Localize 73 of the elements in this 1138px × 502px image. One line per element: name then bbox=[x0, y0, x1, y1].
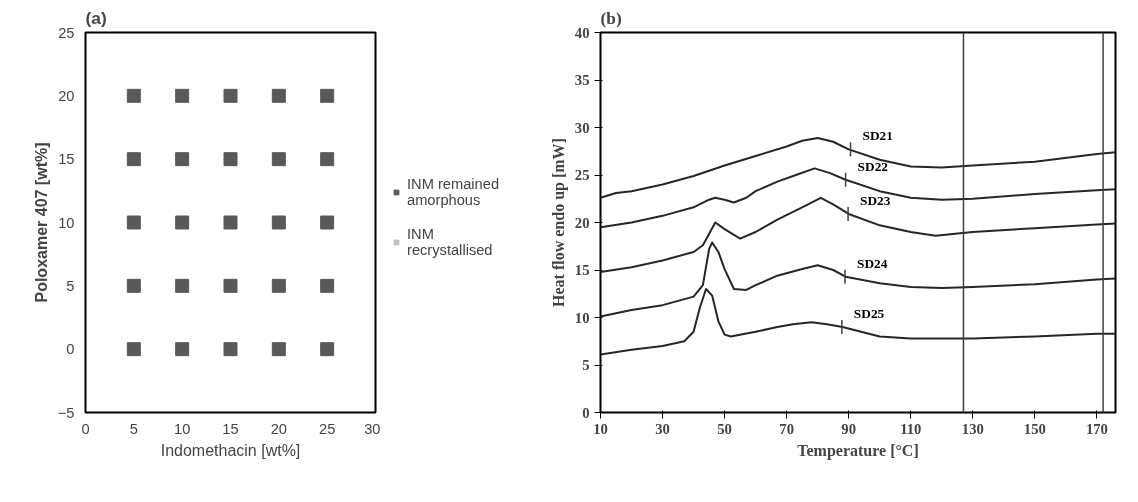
line-series bbox=[600, 196, 1116, 273]
y-tick-label: 5 bbox=[582, 357, 590, 373]
point bbox=[175, 215, 190, 230]
point bbox=[175, 152, 190, 167]
y-tick-label: 15 bbox=[574, 262, 590, 278]
legend-label: INM recrystallised bbox=[407, 225, 493, 258]
x-tick-label: 70 bbox=[779, 420, 794, 437]
x-tick-label: 110 bbox=[900, 420, 922, 437]
point bbox=[126, 342, 141, 357]
y-tick-label: 5 bbox=[66, 277, 75, 294]
point bbox=[320, 215, 335, 230]
annotation: SD23 bbox=[860, 192, 891, 208]
y-tick-label: 25 bbox=[58, 24, 75, 41]
point bbox=[126, 215, 141, 230]
point bbox=[223, 278, 238, 293]
annotation: SD25 bbox=[853, 306, 885, 321]
point bbox=[175, 88, 190, 103]
y-tick-label: 30 bbox=[574, 119, 590, 136]
y-tick-label: 10 bbox=[58, 214, 75, 231]
y-tick-label: 40 bbox=[574, 24, 590, 41]
y-tick-label: 15 bbox=[58, 151, 75, 168]
y-axis-title: Heat flow endo up [mW] bbox=[549, 138, 568, 307]
chart-title: (b) bbox=[600, 8, 622, 28]
x-tick-label: 130 bbox=[961, 420, 984, 437]
x-tick-label: 5 bbox=[129, 420, 138, 437]
point bbox=[126, 88, 141, 103]
y-tick-label: 0 bbox=[66, 341, 75, 358]
point bbox=[271, 278, 286, 293]
point bbox=[223, 88, 238, 103]
y-tick-label: 20 bbox=[58, 87, 75, 104]
x-tick-label: 0 bbox=[81, 420, 90, 437]
point bbox=[223, 215, 238, 230]
point bbox=[271, 215, 286, 230]
point bbox=[320, 342, 335, 357]
point bbox=[223, 342, 238, 357]
x-tick-label: 10 bbox=[174, 420, 191, 437]
point bbox=[223, 152, 238, 167]
point bbox=[271, 152, 286, 167]
point bbox=[126, 152, 141, 167]
annotation: SD24 bbox=[856, 255, 888, 271]
annotation: SD22 bbox=[857, 158, 889, 174]
x-tick-label: 30 bbox=[655, 420, 670, 437]
legend-label: INM remained amorphous bbox=[407, 175, 500, 208]
x-tick-label: 50 bbox=[717, 420, 732, 437]
point bbox=[271, 342, 286, 357]
y-tick-label: −5 bbox=[57, 404, 75, 421]
y-tick-label: 25 bbox=[574, 167, 590, 183]
x-tick-label: 90 bbox=[841, 420, 857, 437]
y-tick-label: 35 bbox=[574, 72, 590, 88]
x-axis-title: Indomethacin [wt%] bbox=[160, 441, 301, 459]
point bbox=[126, 278, 141, 293]
point bbox=[320, 88, 335, 103]
point bbox=[320, 152, 335, 167]
point bbox=[175, 342, 190, 357]
x-tick-label: 25 bbox=[319, 420, 336, 437]
y-tick-label: 20 bbox=[574, 214, 590, 231]
x-tick-label: 20 bbox=[270, 420, 287, 437]
x-tick-label: 15 bbox=[222, 420, 239, 437]
x-tick-label: 30 bbox=[364, 420, 381, 437]
y-tick-label: 0 bbox=[582, 404, 590, 421]
line-series bbox=[600, 288, 1116, 356]
x-axis-title: Temperature [°C] bbox=[797, 441, 919, 460]
x-tick-label: 170 bbox=[1085, 420, 1108, 437]
y-tick-label: 10 bbox=[574, 309, 590, 326]
point bbox=[320, 278, 335, 293]
line-series bbox=[600, 241, 1116, 318]
point bbox=[175, 278, 190, 293]
x-tick-label: 10 bbox=[593, 420, 608, 437]
y-axis-title: Poloxamer 407 [wt%] bbox=[32, 142, 50, 303]
chart-title: (a) bbox=[85, 7, 107, 28]
annotation: SD21 bbox=[862, 128, 893, 144]
point bbox=[271, 88, 286, 103]
x-tick-label: 150 bbox=[1023, 420, 1046, 437]
